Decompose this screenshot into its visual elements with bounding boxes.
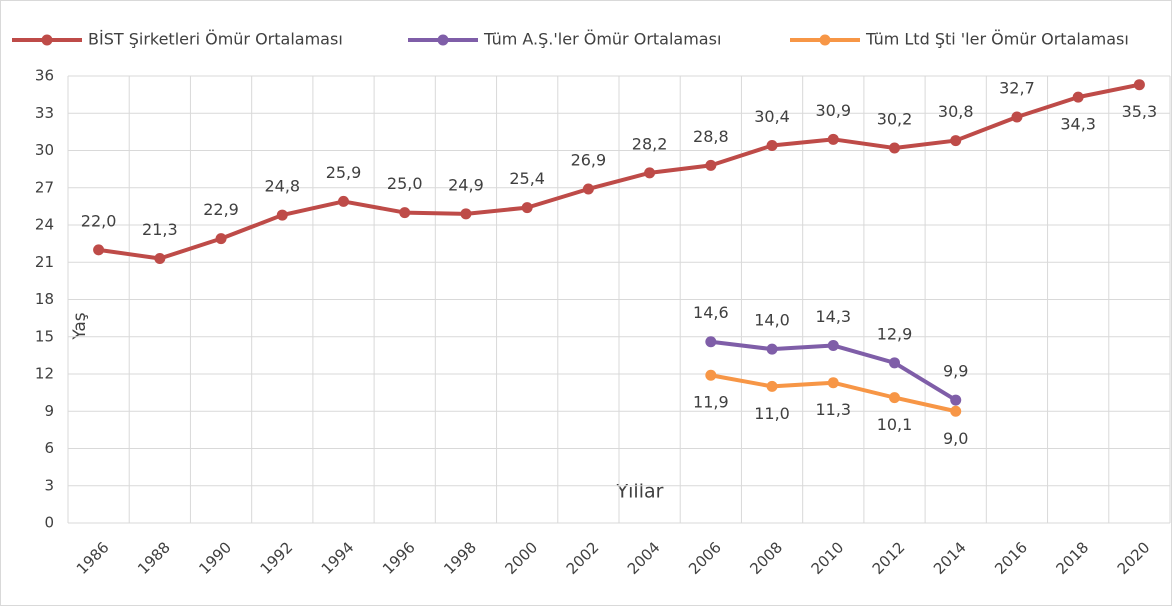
data-label: 14,3 — [815, 307, 851, 326]
data-label: 25,4 — [509, 169, 545, 188]
data-point — [460, 208, 472, 220]
y-tick-label: 9 — [44, 402, 54, 420]
data-point — [582, 183, 594, 195]
data-label: 10,1 — [877, 415, 913, 434]
data-label: 14,0 — [754, 311, 790, 330]
data-point — [215, 233, 227, 245]
data-label: 30,9 — [815, 101, 851, 120]
legend-marker — [437, 34, 449, 46]
y-tick-label: 0 — [44, 514, 54, 532]
data-label: 34,3 — [1060, 115, 1096, 134]
data-point — [1072, 91, 1084, 103]
y-tick-label: 15 — [35, 327, 54, 345]
data-point — [399, 207, 411, 219]
data-point — [950, 405, 962, 417]
data-label: 11,0 — [754, 404, 790, 423]
data-label: 21,3 — [142, 220, 178, 239]
data-label: 22,9 — [203, 200, 239, 219]
data-label: 22,0 — [81, 211, 117, 230]
data-label: 9,9 — [943, 362, 968, 381]
data-point — [154, 253, 166, 265]
data-label: 24,8 — [264, 177, 300, 196]
data-label: 28,2 — [632, 134, 668, 153]
data-label: 32,7 — [999, 78, 1035, 97]
data-label: 30,2 — [877, 110, 913, 129]
legend-label: Tüm Ltd Şti 'ler Ömür Ortalaması — [865, 30, 1129, 49]
data-label: 24,9 — [448, 175, 484, 194]
y-tick-label: 30 — [35, 141, 54, 159]
legend-marker — [41, 34, 53, 46]
y-tick-label: 27 — [35, 178, 54, 196]
data-label: 30,4 — [754, 107, 790, 126]
y-axis-label: Yaş — [70, 312, 90, 340]
data-point — [950, 135, 962, 147]
data-point — [889, 142, 900, 154]
y-tick-label: 12 — [35, 365, 54, 383]
data-point — [705, 159, 717, 171]
data-point — [644, 167, 656, 179]
legend-marker — [819, 34, 831, 46]
data-point — [1011, 111, 1023, 123]
data-point — [827, 339, 839, 351]
y-tick-label: 3 — [44, 476, 54, 494]
legend-label: Tüm A.Ş.'ler Ömür Ortalaması — [483, 30, 721, 49]
data-label: 14,6 — [693, 303, 729, 322]
data-label: 11,9 — [693, 393, 729, 412]
data-label: 28,8 — [693, 127, 729, 146]
data-point — [827, 133, 839, 145]
data-label: 11,3 — [815, 400, 851, 419]
data-point — [705, 336, 717, 348]
x-axis-label: Yıllar — [616, 481, 664, 503]
data-label: 30,8 — [938, 102, 974, 121]
data-point — [705, 369, 717, 381]
data-point — [93, 244, 105, 256]
data-point — [766, 380, 778, 392]
data-label: 9,0 — [943, 429, 968, 448]
data-label: 26,9 — [571, 150, 607, 169]
data-point — [827, 377, 839, 389]
data-label: 25,0 — [387, 174, 423, 193]
y-tick-label: 21 — [35, 253, 54, 271]
data-point — [338, 195, 349, 207]
legend-label: BİST Şirketleri Ömür Ortalaması — [88, 30, 343, 49]
data-label: 25,9 — [326, 163, 362, 182]
y-tick-label: 33 — [35, 104, 54, 122]
data-point — [889, 357, 900, 369]
y-tick-label: 36 — [35, 67, 54, 85]
y-tick-label: 18 — [35, 290, 54, 308]
data-point — [521, 202, 533, 214]
data-label: 12,9 — [877, 324, 913, 343]
y-tick-label: 6 — [44, 439, 54, 457]
y-tick-label: 24 — [35, 216, 54, 234]
data-point — [889, 392, 900, 404]
data-point — [950, 394, 962, 406]
data-point — [766, 140, 778, 152]
data-label: 35,3 — [1122, 102, 1158, 121]
series-line — [98, 82, 1140, 261]
data-point — [1133, 79, 1145, 91]
data-point — [276, 209, 288, 221]
data-point — [766, 343, 778, 355]
